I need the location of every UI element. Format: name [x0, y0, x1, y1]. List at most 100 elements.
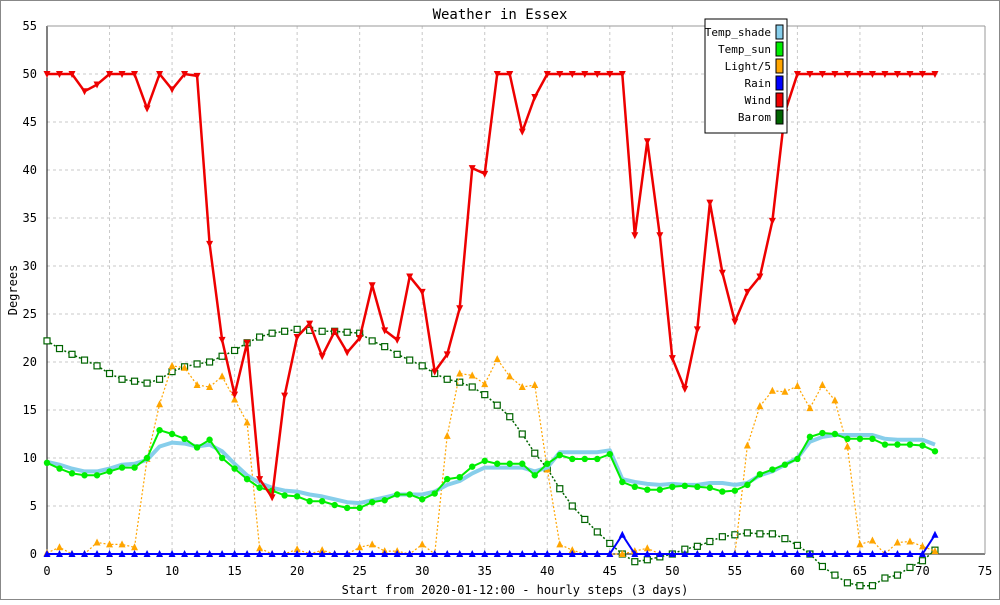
data-point: [593, 71, 601, 78]
data-point: [206, 550, 214, 557]
x-tick-label: 0: [43, 564, 50, 578]
data-point: [468, 383, 476, 391]
data-point: [81, 472, 88, 479]
data-point: [406, 491, 413, 498]
data-point: [256, 333, 264, 341]
data-point: [293, 493, 301, 500]
series-temp-sun: [43, 426, 939, 512]
data-point: [318, 353, 326, 361]
chart-title: Weather in Essex: [433, 7, 568, 23]
data-point: [131, 71, 139, 78]
data-point: [456, 305, 464, 313]
data-point: [843, 579, 852, 587]
data-point: [718, 550, 726, 557]
data-point: [806, 433, 814, 441]
data-point: [643, 556, 651, 564]
data-point: [55, 344, 64, 353]
data-point: [856, 582, 864, 590]
data-point: [68, 71, 76, 78]
data-point: [343, 349, 351, 357]
data-point: [556, 451, 563, 459]
data-point: [143, 550, 151, 557]
data-point: [631, 483, 639, 490]
data-point: [681, 385, 689, 393]
data-point: [831, 71, 839, 78]
data-point: [118, 464, 126, 471]
data-point: [768, 217, 776, 225]
data-point: [81, 550, 89, 557]
data-point: [181, 363, 189, 371]
data-point: [331, 328, 339, 336]
data-point: [406, 550, 414, 557]
data-point: [406, 273, 414, 281]
data-point: [518, 430, 526, 438]
data-point: [643, 550, 651, 557]
data-point: [168, 430, 176, 438]
data-point: [906, 441, 914, 448]
data-point: [706, 484, 714, 491]
data-point: [719, 488, 726, 495]
data-point: [606, 450, 613, 458]
data-point: [93, 81, 101, 89]
data-point: [443, 375, 451, 383]
data-point: [793, 382, 801, 389]
legend-box: [704, 18, 788, 134]
x-tick-label: 45: [603, 564, 617, 578]
data-point: [181, 71, 189, 78]
data-point: [731, 318, 739, 326]
y-tick-label: 45: [23, 115, 37, 129]
x-tick-label: 25: [352, 564, 366, 578]
data-point: [706, 199, 714, 207]
data-point: [118, 550, 126, 557]
data-point: [469, 463, 476, 470]
data-point: [818, 562, 827, 571]
data-point: [56, 71, 64, 78]
data-point: [868, 536, 876, 544]
data-point: [668, 355, 676, 363]
data-point: [143, 105, 151, 113]
data-point: [231, 395, 239, 403]
data-point: [831, 396, 839, 404]
data-point: [43, 550, 51, 557]
data-point: [856, 540, 864, 548]
data-point: [793, 550, 801, 557]
data-point: [106, 71, 114, 78]
data-point: [881, 574, 889, 582]
data-point: [93, 362, 101, 370]
data-point: [731, 531, 739, 539]
legend-swatch: [775, 24, 784, 40]
data-point: [506, 71, 514, 78]
legend-label: Wind: [745, 94, 772, 107]
data-point: [581, 71, 589, 78]
data-point: [668, 550, 676, 557]
data-point: [156, 550, 164, 557]
data-point: [393, 550, 401, 557]
data-point: [594, 455, 601, 463]
data-point: [256, 484, 263, 491]
data-point: [543, 550, 551, 557]
data-point: [218, 336, 226, 344]
data-point: [906, 537, 914, 545]
data-point: [931, 547, 939, 555]
data-point: [881, 441, 889, 448]
data-point: [718, 533, 726, 541]
data-point: [456, 378, 464, 386]
data-point: [931, 71, 939, 78]
data-point: [281, 550, 289, 557]
data-point: [68, 470, 76, 477]
data-point: [519, 460, 526, 467]
data-point: [756, 550, 764, 557]
data-point: [106, 468, 113, 475]
data-point: [831, 550, 839, 557]
data-point: [243, 475, 251, 483]
data-point: [644, 486, 651, 493]
data-point: [843, 71, 851, 78]
data-point: [618, 71, 626, 78]
data-point: [531, 381, 539, 389]
data-point: [56, 543, 64, 551]
data-point: [781, 461, 789, 468]
data-point: [681, 482, 689, 490]
data-point: [419, 496, 426, 503]
data-point: [769, 466, 776, 473]
